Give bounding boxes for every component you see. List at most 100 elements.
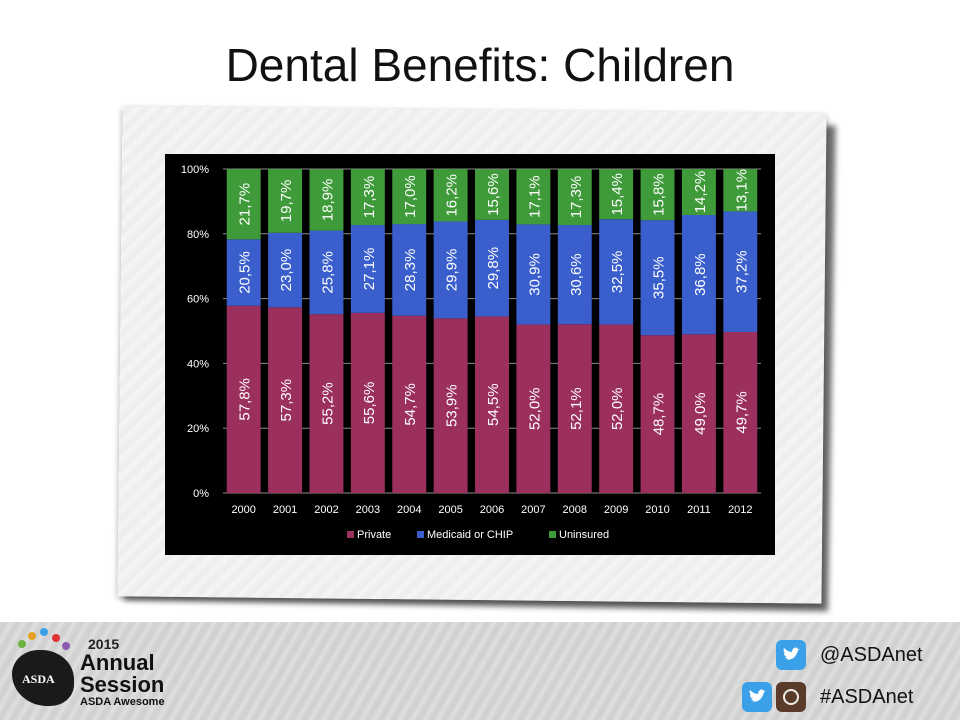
x-tick-label: 2002: [314, 504, 338, 516]
data-label: 52,0%: [609, 387, 626, 430]
logo-line-session: Session: [80, 672, 165, 697]
data-label: 49,0%: [692, 392, 709, 435]
y-tick-label: 60%: [187, 294, 209, 306]
data-label: 32,5%: [609, 251, 626, 294]
bar-segment: [640, 335, 675, 493]
bar-segment: [433, 318, 468, 493]
logo-brain-text: ASDA: [22, 672, 55, 686]
x-tick-label: 2003: [356, 504, 380, 516]
bar-segment: [350, 225, 385, 313]
data-label: 27,1%: [361, 248, 378, 291]
bar-segment: [475, 316, 509, 493]
twitter-handle-row: @ASDAnet: [776, 640, 923, 670]
bar-segment: [723, 211, 758, 332]
bar-segment: [309, 314, 344, 493]
bar-segment: [392, 224, 427, 316]
legend-label: Uninsured: [559, 529, 609, 541]
bar-segment: [557, 324, 592, 493]
legend-swatch: [417, 531, 424, 538]
x-tick-label: 2008: [563, 504, 587, 516]
twitter-handle-text: @ASDAnet: [820, 643, 923, 666]
bar-segment: [433, 221, 468, 319]
legend-label: Private: [357, 529, 391, 541]
slide-title: Dental Benefits: Children: [225, 39, 735, 91]
data-label: 55,6%: [361, 382, 378, 425]
bar-segment: [516, 169, 551, 225]
data-label: 19,7%: [278, 180, 295, 223]
twitter-icon: [742, 682, 772, 712]
data-label: 17,3%: [361, 176, 378, 219]
bar-segment: [681, 334, 716, 493]
y-tick-label: 0%: [193, 488, 209, 500]
x-tick-label: 2001: [273, 504, 297, 516]
data-label: 25,8%: [319, 251, 336, 294]
data-label: 17,3%: [568, 176, 585, 219]
hashtag-text: #ASDAnet: [820, 685, 914, 708]
bar-segment: [226, 169, 261, 240]
data-label: 37,2%: [733, 250, 750, 293]
bar-segment: [557, 225, 592, 325]
bar-segment: [226, 239, 261, 306]
bar-segment: [309, 169, 344, 231]
data-label: 57,8%: [237, 378, 254, 421]
x-tick-label: 2006: [480, 504, 504, 516]
data-label: 18,9%: [319, 179, 336, 222]
hashtag-row: #ASDAnet: [742, 682, 913, 712]
twitter-icon: [776, 640, 806, 670]
data-label: 23,0%: [278, 249, 295, 292]
data-label: 28,3%: [402, 249, 419, 292]
data-label: 17,0%: [402, 175, 419, 218]
data-label: 49,7%: [733, 391, 750, 434]
brain-icon: [12, 650, 74, 706]
data-label: 52,0%: [526, 387, 543, 430]
data-label: 55,2%: [319, 382, 336, 425]
data-label: 14,2%: [692, 171, 709, 214]
y-tick-label: 20%: [187, 423, 209, 435]
data-label: 48,7%: [651, 393, 668, 436]
logo-year: 2015: [88, 636, 120, 652]
legend-label: Medicaid or CHIP: [427, 529, 513, 541]
x-tick-label: 2009: [604, 504, 628, 516]
bar-segment: [475, 219, 509, 317]
stacked-bar-chart: 0% 20% 40% 60% 80% 100% 57,8% 20,5% 21,7% 2000 57,…: [181, 164, 761, 541]
bar-segment: [599, 324, 634, 493]
legend-swatch: [549, 531, 556, 538]
x-tick-label: 2004: [397, 504, 421, 516]
bar-segment: [392, 169, 427, 225]
bar-segment: [599, 219, 634, 325]
bar-segment: [599, 169, 634, 220]
bar-segment: [392, 315, 427, 493]
bar-segment: [516, 324, 551, 493]
annual-session-logo: ASDA 2015 Annual Session ASDA Awesome: [10, 628, 200, 714]
bar-segment: [475, 169, 509, 220]
bar-segment: [350, 312, 385, 493]
bar-segment: [350, 169, 385, 226]
data-label: 53,9%: [444, 384, 461, 427]
instagram-icon: [776, 682, 806, 712]
data-label: 57,3%: [278, 379, 295, 422]
data-label: 15,6%: [485, 173, 502, 216]
bar-segment: [640, 220, 675, 336]
bar-segment: [268, 307, 303, 493]
data-label: 15,8%: [651, 173, 668, 216]
x-tick-label: 2011: [687, 504, 711, 516]
bar-segment: [640, 169, 675, 221]
y-tick-label: 40%: [187, 358, 209, 370]
data-label: 54,7%: [402, 383, 419, 426]
bar-segment: [268, 232, 303, 308]
bar-segment: [681, 169, 716, 216]
logo-line-tagline: ASDA Awesome: [80, 696, 165, 708]
data-label: 15,4%: [609, 173, 626, 216]
data-label: 35,5%: [651, 256, 668, 299]
logo-line-annual: Annual: [80, 650, 155, 675]
data-label: 29,8%: [485, 247, 502, 290]
legend-swatch: [347, 531, 354, 538]
bar-segment: [723, 331, 758, 493]
data-label: 30,9%: [526, 253, 543, 296]
y-tick-label: 80%: [187, 229, 209, 241]
x-tick-label: 2005: [438, 504, 462, 516]
data-label: 20,5%: [237, 251, 254, 294]
bar-segment: [433, 169, 468, 222]
bar-segment: [516, 224, 551, 325]
data-label: 21,7%: [237, 183, 254, 226]
